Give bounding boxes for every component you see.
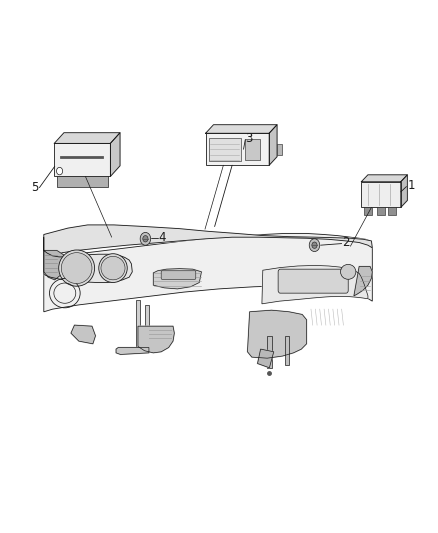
Polygon shape	[269, 125, 277, 165]
Polygon shape	[153, 269, 201, 289]
Polygon shape	[44, 251, 65, 280]
Polygon shape	[361, 175, 407, 182]
FancyBboxPatch shape	[206, 133, 269, 165]
FancyBboxPatch shape	[361, 182, 401, 207]
Polygon shape	[54, 133, 120, 143]
Polygon shape	[44, 233, 372, 312]
Bar	[388, 207, 396, 215]
Bar	[57, 176, 108, 187]
Bar	[377, 207, 385, 215]
Bar	[245, 139, 260, 160]
Polygon shape	[258, 349, 274, 368]
Ellipse shape	[99, 254, 127, 282]
Ellipse shape	[61, 253, 92, 284]
Polygon shape	[247, 310, 307, 358]
Circle shape	[57, 167, 63, 175]
Polygon shape	[206, 125, 277, 133]
Bar	[209, 138, 241, 161]
Bar	[267, 336, 272, 368]
Bar	[285, 336, 289, 365]
FancyBboxPatch shape	[278, 269, 348, 293]
Bar	[364, 207, 372, 215]
Polygon shape	[401, 175, 407, 207]
Polygon shape	[71, 325, 95, 344]
Ellipse shape	[59, 250, 95, 286]
Text: 4: 4	[159, 231, 166, 244]
Text: 3: 3	[245, 132, 253, 145]
Polygon shape	[138, 326, 174, 353]
FancyBboxPatch shape	[161, 271, 196, 279]
Polygon shape	[44, 237, 132, 282]
Bar	[136, 300, 140, 348]
Text: 5: 5	[32, 181, 39, 194]
Text: 2: 2	[343, 236, 350, 249]
Ellipse shape	[101, 256, 125, 280]
Bar	[145, 305, 149, 348]
FancyBboxPatch shape	[54, 143, 110, 176]
Circle shape	[143, 236, 148, 242]
Polygon shape	[44, 225, 372, 259]
Polygon shape	[116, 348, 149, 354]
Polygon shape	[354, 266, 372, 296]
Bar	[277, 144, 283, 155]
Polygon shape	[110, 133, 120, 176]
Circle shape	[140, 232, 151, 245]
Circle shape	[312, 242, 317, 248]
Ellipse shape	[341, 264, 356, 279]
Text: 1: 1	[407, 179, 415, 192]
Polygon shape	[262, 265, 368, 304]
Circle shape	[309, 239, 320, 252]
